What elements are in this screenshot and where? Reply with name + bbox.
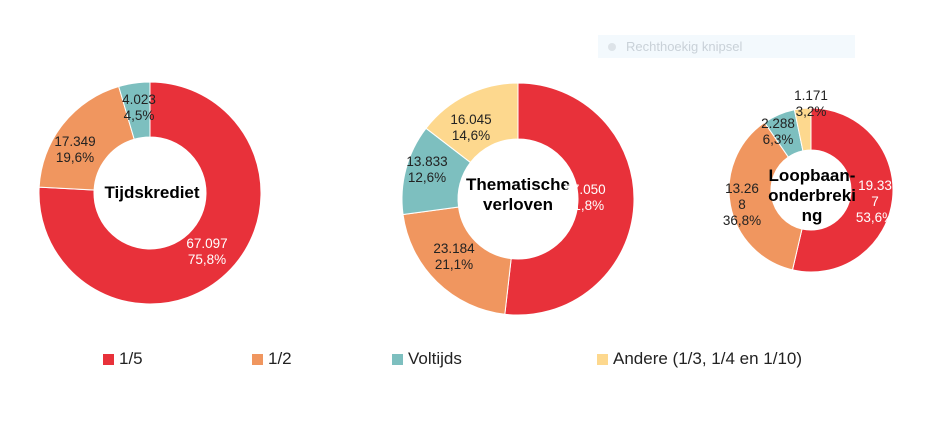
data-label: 1.171 3,2% <box>794 88 828 120</box>
label-pct: 4,5% <box>123 108 155 123</box>
data-label: 13.833 12,6% <box>406 154 447 186</box>
donut-slice-voltijds <box>118 81 151 140</box>
donut-slice-1-5 <box>38 81 262 305</box>
label-pct: 19,6% <box>55 150 95 165</box>
center-title-loopbaanonderbreking: Loopbaan-onderbreking <box>768 166 856 225</box>
label-pct: 21,1% <box>434 257 474 272</box>
label-value: 13.268 <box>725 181 759 212</box>
donut-slice-andere <box>793 107 812 152</box>
label-pct: 75,8% <box>187 252 227 267</box>
label-pct: 36,8% <box>722 213 762 228</box>
legend-item-1-2: 1/2 <box>252 349 292 369</box>
label-value: 17.349 <box>54 134 96 149</box>
label-pct: 14,6% <box>451 128 491 143</box>
data-label: 4.023 4,5% <box>122 92 156 124</box>
data-label: 57.050 51,8% <box>564 182 605 214</box>
center-title-tijdskrediet: Tijdskrediet <box>104 183 200 202</box>
data-label: 19.337 53,6% <box>855 178 895 226</box>
label-value: 19.337 <box>858 178 892 209</box>
snipping-overlay[interactable]: Rechthoekig knipsel <box>598 35 855 58</box>
donut-slice-andere <box>425 82 519 164</box>
legend-item-1-5: 1/5 <box>103 349 143 369</box>
legend-swatch <box>392 353 403 365</box>
data-label: 23.184 21,1% <box>433 241 474 273</box>
data-label: 16.045 14,6% <box>450 112 491 144</box>
data-label: 2.288 6,3% <box>761 116 795 148</box>
legend-swatch <box>597 353 608 365</box>
donut-slice-1-5 <box>791 107 894 273</box>
label-value: 4.023 <box>122 92 156 107</box>
label-value: 13.833 <box>406 154 448 169</box>
legend-item-voltijds: Voltijds <box>392 349 462 369</box>
data-label: 17.349 19,6% <box>54 134 95 166</box>
legend-item-andere: Andere (1/3, 1/4 en 1/10) <box>597 349 802 369</box>
center-title-thematische-verloven: Thematische verloven <box>466 175 570 214</box>
label-value: 16.045 <box>450 112 492 127</box>
record-icon <box>608 42 616 51</box>
legend-swatch <box>252 353 263 365</box>
legend-label: 1/2 <box>268 349 292 368</box>
label-value: 67.097 <box>186 236 228 251</box>
label-value: 23.184 <box>433 241 475 256</box>
label-pct: 51,8% <box>565 198 605 213</box>
donut-slice-1-5 <box>504 82 635 316</box>
data-label: 67.097 75,8% <box>186 236 227 268</box>
label-pct: 6,3% <box>762 132 794 147</box>
label-value: 2.288 <box>761 116 795 131</box>
label-value: 1.171 <box>794 88 828 103</box>
label-pct: 53,6% <box>855 210 895 225</box>
data-label: 13.268 36,8% <box>722 181 762 229</box>
legend-label: Andere (1/3, 1/4 en 1/10) <box>613 349 803 368</box>
legend-label: Voltijds <box>408 349 462 368</box>
legend-label: 1/5 <box>119 349 143 368</box>
donut-slice-1-2 <box>728 121 803 271</box>
label-value: 57.050 <box>564 182 606 197</box>
label-pct: 3,2% <box>795 104 827 119</box>
legend-swatch <box>103 353 114 365</box>
donut-slice-1-2 <box>402 206 512 315</box>
label-pct: 12,6% <box>407 170 447 185</box>
snipping-label: Rechthoekig knipsel <box>626 39 743 54</box>
